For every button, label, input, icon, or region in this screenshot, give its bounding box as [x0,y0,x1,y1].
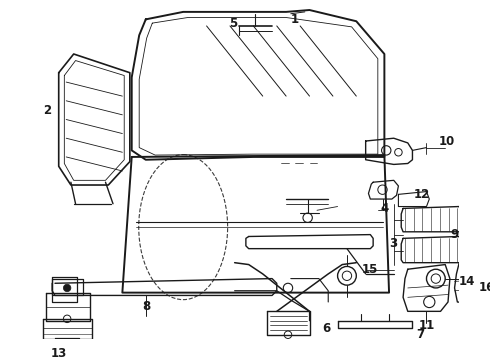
Text: 4: 4 [380,202,389,215]
Text: 13: 13 [50,347,67,360]
Text: 1: 1 [291,13,298,26]
Text: 15: 15 [362,263,379,276]
Text: 9: 9 [450,228,459,241]
Circle shape [63,284,71,292]
Text: 8: 8 [143,300,151,313]
Text: 16: 16 [479,282,490,294]
Text: 12: 12 [414,188,430,201]
Text: 7: 7 [416,328,424,341]
Text: 14: 14 [459,275,475,288]
Text: 11: 11 [418,319,435,332]
Text: 3: 3 [390,238,398,251]
Text: 5: 5 [229,17,237,30]
Text: 10: 10 [439,135,455,148]
Text: 2: 2 [44,104,51,117]
Text: 6: 6 [322,322,330,335]
